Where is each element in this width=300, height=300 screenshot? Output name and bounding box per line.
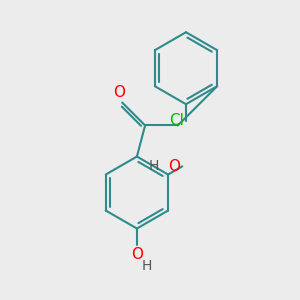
Text: O: O (113, 85, 125, 100)
Text: H: H (148, 159, 159, 173)
Text: Cl: Cl (169, 113, 184, 128)
Text: O: O (168, 159, 180, 174)
Text: H: H (142, 259, 152, 273)
Text: O: O (131, 248, 143, 262)
